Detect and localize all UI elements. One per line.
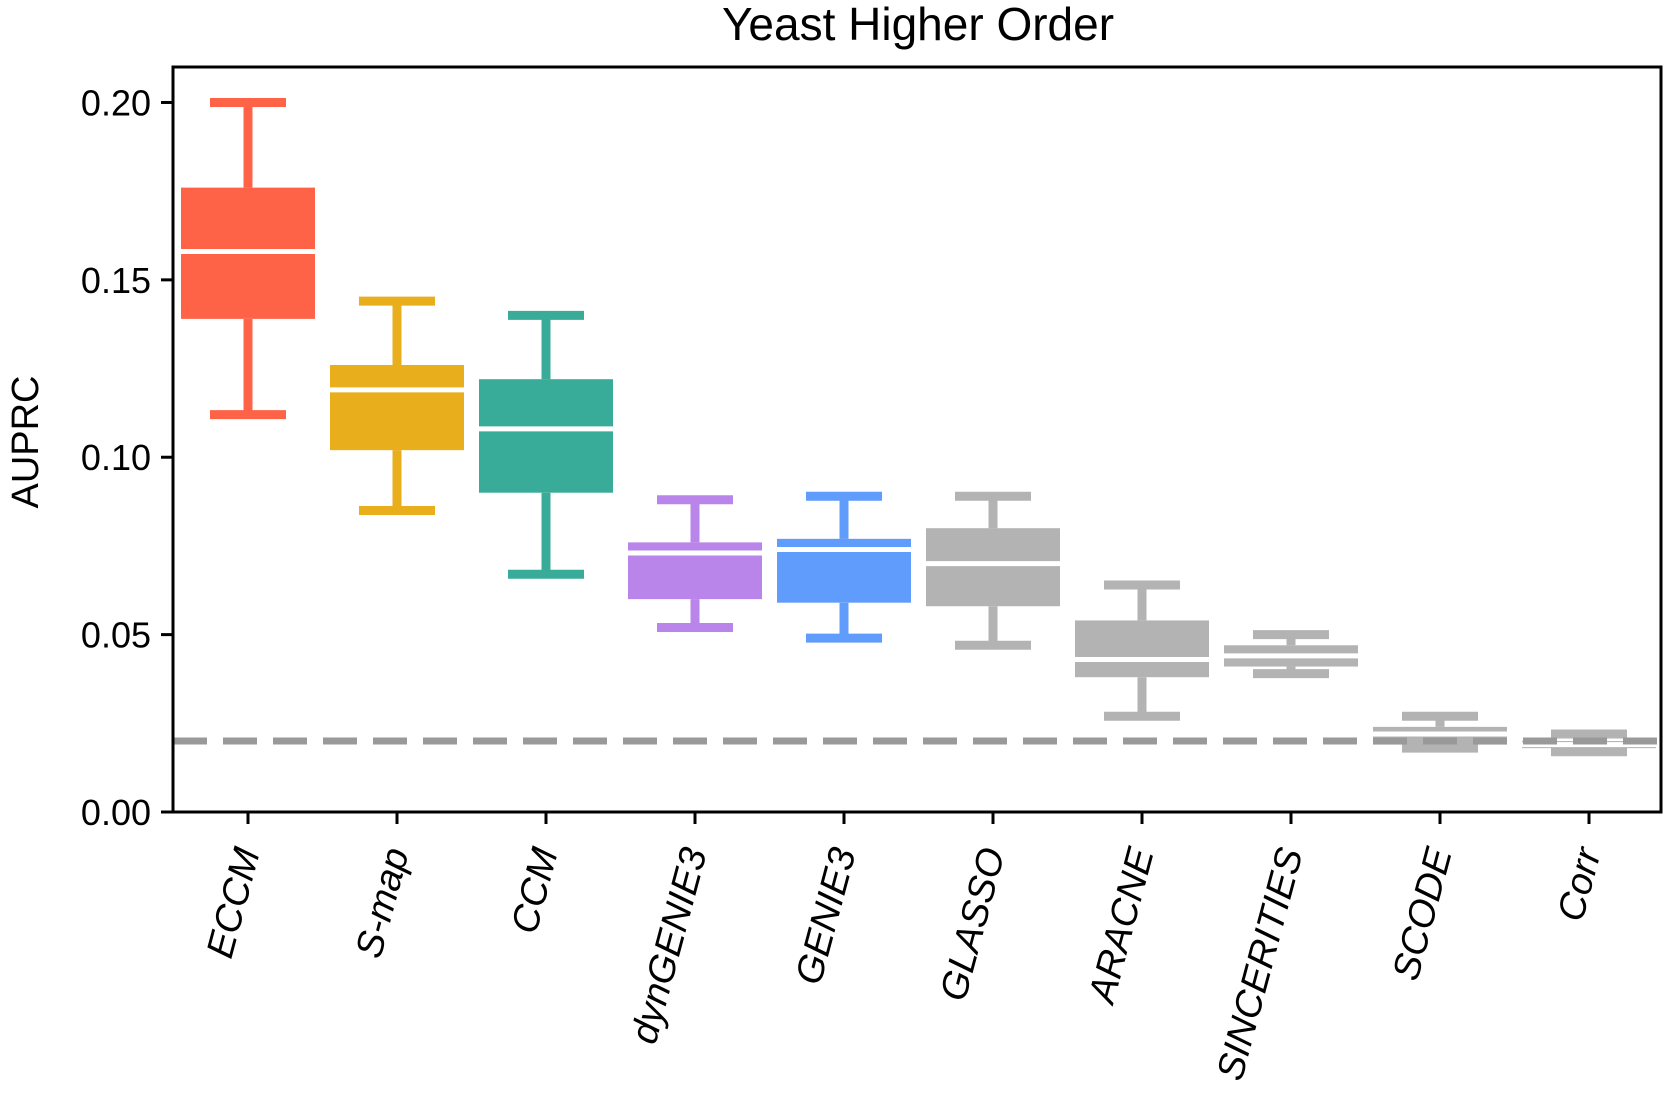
box-ccm	[479, 310, 613, 579]
x-tick-label-ccm: CCM	[504, 843, 567, 938]
box-glasso	[926, 491, 1060, 650]
x-tick-label-corr: Corr	[1550, 842, 1610, 926]
box-eccm	[181, 97, 315, 420]
box-corr	[1522, 729, 1656, 757]
x-tick-label-genie3: GENIE3	[788, 843, 865, 989]
box-s-map	[330, 296, 464, 515]
y-tick-label: 0.20	[81, 82, 151, 123]
box-dyngenie3	[628, 495, 762, 633]
box-sincerities	[1224, 630, 1358, 679]
boxes-layer	[181, 97, 1656, 757]
x-tick-label-glasso: GLASSO	[933, 843, 1014, 1005]
box-body	[926, 528, 1060, 607]
x-tick-label-aracne: ARACNE	[1081, 843, 1163, 1009]
chart-title: Yeast Higher Order	[722, 0, 1114, 50]
y-tick-label: 0.10	[81, 437, 151, 478]
x-tick-label-s-map: S-map	[348, 843, 418, 962]
x-tick-label-sincerities: SINCERITIES	[1209, 843, 1311, 1084]
y-axis: 0.00 0.05 0.10 0.15 0.20	[81, 82, 173, 833]
box-body	[479, 379, 613, 493]
box-aracne	[1075, 580, 1209, 721]
y-tick-label: 0.15	[81, 260, 151, 301]
y-axis-label: AUPRC	[5, 375, 47, 508]
box-body	[1075, 620, 1209, 678]
x-tick-label-eccm: ECCM	[199, 843, 269, 962]
box-body	[330, 365, 464, 451]
y-tick-label: 0.05	[81, 615, 151, 656]
x-tick-label-scode: SCODE	[1385, 843, 1461, 985]
box-genie3	[777, 491, 911, 643]
x-axis: ECCM S-map CCM dynGENIE3 GENIE3 GLASSO ARACNE S…	[199, 812, 1610, 1085]
plot-frame	[171, 65, 1663, 814]
y-tick-label: 0.00	[81, 792, 151, 833]
x-tick-label-dyngenie3: dynGENIE3	[623, 843, 716, 1048]
